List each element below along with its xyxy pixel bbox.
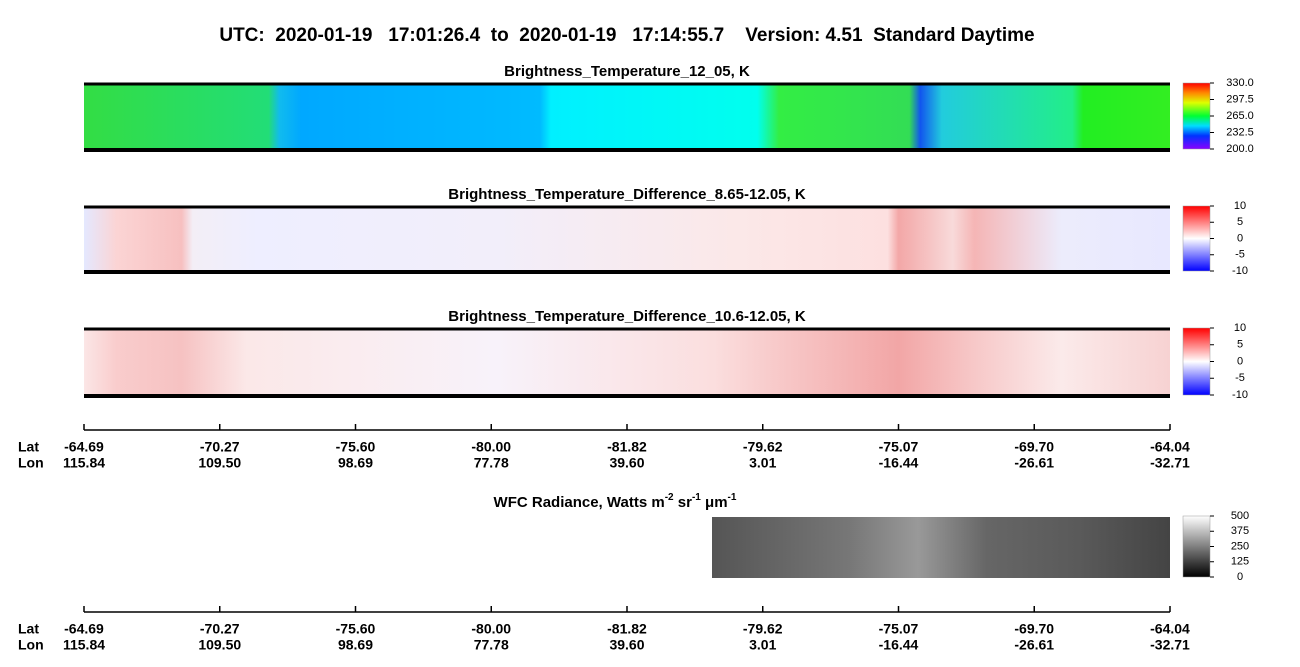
lon-tick-label: 77.78	[474, 455, 509, 471]
title-part: -1	[728, 492, 737, 503]
lat-tick-label: -64.69	[64, 439, 104, 455]
colorbar-tick-label: -5	[1235, 249, 1245, 261]
lon-tick-label: 98.69	[338, 637, 373, 653]
title-part: -2	[665, 492, 674, 503]
colorbar-tick-label: -5	[1235, 372, 1245, 384]
lon-tick-label: 98.69	[338, 455, 373, 471]
lon-tick-label: -32.71	[1150, 637, 1190, 653]
lat-tick-label: -80.00	[471, 621, 511, 637]
lat-tick-label: -81.82	[607, 439, 647, 455]
lat-tick-label: -64.69	[64, 621, 104, 637]
lon-tick-label: 109.50	[198, 637, 241, 653]
lat-tick-label: -80.00	[471, 439, 511, 455]
colorbar	[1182, 515, 1211, 578]
colorbar-tick-label: 265.0	[1226, 110, 1254, 122]
lon-tick-label: -26.61	[1014, 637, 1054, 653]
panel-title: Brightness_Temperature_Difference_8.65-1…	[448, 186, 806, 203]
colorbar-tick-label: 125	[1231, 556, 1249, 568]
lat-tick-label: -75.60	[336, 621, 376, 637]
heatmap	[712, 517, 1170, 578]
lat-tick-label: -69.70	[1014, 621, 1054, 637]
lat-tick-label: -79.62	[743, 439, 783, 455]
lon-tick-label: 115.84	[63, 637, 105, 653]
colorbar	[1182, 205, 1211, 272]
title-part: μm	[701, 494, 728, 511]
lon-tick-label: 115.84	[63, 455, 105, 471]
lon-label: Lon	[18, 455, 44, 471]
colorbar-tick-label: -10	[1232, 389, 1248, 401]
colorbar	[1182, 82, 1211, 150]
colorbar-tick-label: 0	[1237, 355, 1243, 367]
lon-tick-label: 39.60	[609, 455, 644, 471]
lon-tick-label: -26.61	[1014, 455, 1054, 471]
lon-tick-label: -16.44	[879, 637, 919, 653]
heatmap	[84, 329, 1170, 396]
lon-tick-label: 3.01	[749, 637, 776, 653]
lat-tick-label: -64.04	[1150, 439, 1190, 455]
colorbar-tick-label: -10	[1232, 265, 1248, 277]
page-title: UTC: 2020-01-19 17:01:26.4 to 2020-01-19…	[219, 25, 1034, 46]
panel-title: Brightness_Temperature_12_05, K	[504, 63, 750, 80]
lon-label: Lon	[18, 637, 44, 653]
panel-title: WFC Radiance, Watts m-2 sr-1 μm-1	[494, 492, 737, 511]
lat-tick-label: -81.82	[607, 621, 647, 637]
colorbar-tick-label: 232.5	[1226, 126, 1254, 138]
lon-tick-label: 109.50	[198, 455, 241, 471]
title-part: -1	[692, 492, 701, 503]
title-part: sr	[674, 494, 693, 511]
colorbar-tick-label: 330.0	[1226, 77, 1254, 89]
title-part: WFC Radiance, Watts m	[494, 494, 665, 511]
panel-title: Brightness_Temperature_Difference_10.6-1…	[448, 308, 806, 325]
lat-tick-label: -64.04	[1150, 621, 1190, 637]
lat-tick-label: -79.62	[743, 621, 783, 637]
lon-tick-label: 77.78	[474, 637, 509, 653]
heatmap	[84, 207, 1170, 272]
lat-label: Lat	[18, 621, 39, 637]
colorbar-tick-label: 5	[1237, 216, 1243, 228]
lat-tick-label: -75.07	[879, 621, 919, 637]
colorbar	[1182, 327, 1211, 396]
lon-tick-label: -32.71	[1150, 455, 1190, 471]
colorbar-tick-label: 297.5	[1226, 93, 1254, 105]
lon-tick-label: -16.44	[879, 455, 919, 471]
colorbar-tick-label: 10	[1234, 200, 1246, 212]
lon-tick-label: 3.01	[749, 455, 776, 471]
colorbar-tick-label: 0	[1237, 232, 1243, 244]
colorbar-tick-label: 250	[1231, 540, 1249, 552]
lat-tick-label: -70.27	[200, 439, 240, 455]
lon-tick-label: 39.60	[609, 637, 644, 653]
lat-label: Lat	[18, 439, 39, 455]
lat-tick-label: -69.70	[1014, 439, 1054, 455]
lat-tick-label: -70.27	[200, 621, 240, 637]
heatmap	[84, 84, 1170, 150]
colorbar-tick-label: 0	[1237, 571, 1243, 583]
colorbar-tick-label: 500	[1231, 510, 1249, 522]
colorbar-tick-label: 5	[1237, 339, 1243, 351]
colorbar-tick-label: 200.0	[1226, 143, 1254, 155]
colorbar-tick-label: 10	[1234, 322, 1246, 334]
lat-tick-label: -75.07	[879, 439, 919, 455]
colorbar-tick-label: 375	[1231, 525, 1249, 537]
lat-tick-label: -75.60	[336, 439, 376, 455]
